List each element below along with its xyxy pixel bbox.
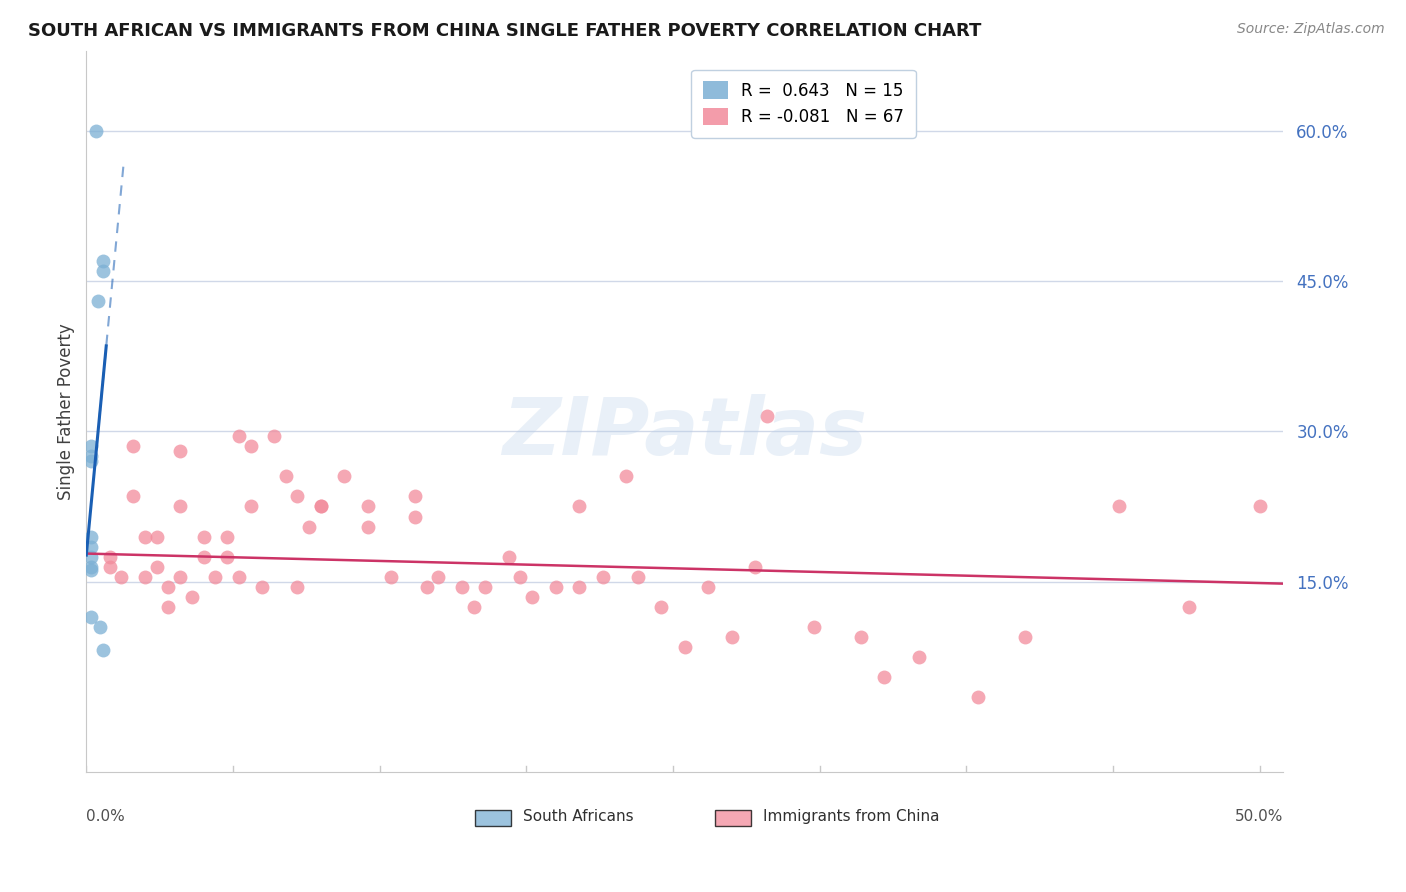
Point [673, 640, 696, 654]
Point [404, 490, 426, 504]
Text: SOUTH AFRICAN VS IMMIGRANTS FROM CHINA SINGLE FATHER POVERTY CORRELATION CHART: SOUTH AFRICAN VS IMMIGRANTS FROM CHINA S… [28, 22, 981, 40]
Point [80, 609, 103, 624]
Point [169, 444, 191, 458]
Text: 50.0%: 50.0% [1234, 809, 1284, 824]
Point [627, 569, 650, 583]
Point [849, 630, 872, 644]
Point [122, 439, 145, 453]
Point [287, 490, 309, 504]
Point [193, 549, 215, 564]
Point [333, 469, 356, 483]
Point [91, 642, 114, 657]
Point [80, 563, 103, 577]
Point [287, 580, 309, 594]
Point [592, 569, 614, 583]
Point [568, 500, 591, 514]
Point [755, 409, 778, 424]
Point [427, 569, 450, 583]
Point [544, 580, 567, 594]
Point [463, 599, 485, 614]
Point [509, 569, 531, 583]
Point [122, 490, 145, 504]
Point [80, 540, 103, 554]
Point [80, 559, 103, 574]
Point [803, 620, 825, 634]
Point [80, 439, 103, 453]
Point [614, 469, 637, 483]
Point [239, 439, 262, 453]
Point [98, 549, 121, 564]
Point [873, 670, 896, 684]
Point [80, 530, 103, 544]
Point [145, 530, 167, 544]
Point [204, 569, 226, 583]
Point [134, 530, 156, 544]
Point [309, 500, 332, 514]
Point [908, 649, 931, 664]
Point [1108, 500, 1130, 514]
Point [415, 580, 437, 594]
Point [145, 559, 167, 574]
Point [263, 429, 285, 443]
Point [967, 690, 990, 704]
Point [568, 580, 591, 594]
Point [498, 549, 520, 564]
Point [169, 500, 191, 514]
Point [217, 530, 239, 544]
Point [520, 590, 543, 604]
Text: Immigrants from China: Immigrants from China [762, 809, 939, 824]
FancyBboxPatch shape [475, 810, 512, 826]
Point [228, 429, 250, 443]
Point [89, 620, 111, 634]
Point [357, 500, 380, 514]
Text: South Africans: South Africans [523, 809, 634, 824]
Point [87, 294, 110, 309]
Point [357, 519, 380, 533]
Text: ZIPatlas: ZIPatlas [502, 394, 868, 472]
Point [80, 549, 103, 564]
Point [744, 559, 766, 574]
Point [169, 569, 191, 583]
Point [180, 590, 202, 604]
Point [252, 580, 274, 594]
Point [157, 580, 180, 594]
Point [1178, 599, 1201, 614]
Y-axis label: Single Father Poverty: Single Father Poverty [58, 323, 75, 500]
Point [298, 519, 321, 533]
Text: Source: ZipAtlas.com: Source: ZipAtlas.com [1237, 22, 1385, 37]
Point [474, 580, 496, 594]
Point [193, 530, 215, 544]
Point [697, 580, 720, 594]
Point [309, 500, 332, 514]
Point [239, 500, 262, 514]
Point [98, 559, 121, 574]
Point [80, 454, 103, 468]
Point [1249, 500, 1271, 514]
Point [650, 599, 672, 614]
FancyBboxPatch shape [714, 810, 751, 826]
Point [84, 124, 107, 138]
Point [380, 569, 402, 583]
Point [404, 509, 426, 524]
Point [110, 569, 132, 583]
Point [228, 569, 250, 583]
Point [450, 580, 472, 594]
Point [274, 469, 297, 483]
Legend: R =  0.643   N = 15, R = -0.081   N = 67: R = 0.643 N = 15, R = -0.081 N = 67 [692, 70, 915, 138]
Point [217, 549, 239, 564]
Text: 0.0%: 0.0% [86, 809, 125, 824]
Point [1014, 630, 1036, 644]
Point [91, 264, 114, 278]
Point [720, 630, 742, 644]
Point [157, 599, 180, 614]
Point [91, 254, 114, 268]
Point [80, 450, 103, 464]
Point [134, 569, 156, 583]
